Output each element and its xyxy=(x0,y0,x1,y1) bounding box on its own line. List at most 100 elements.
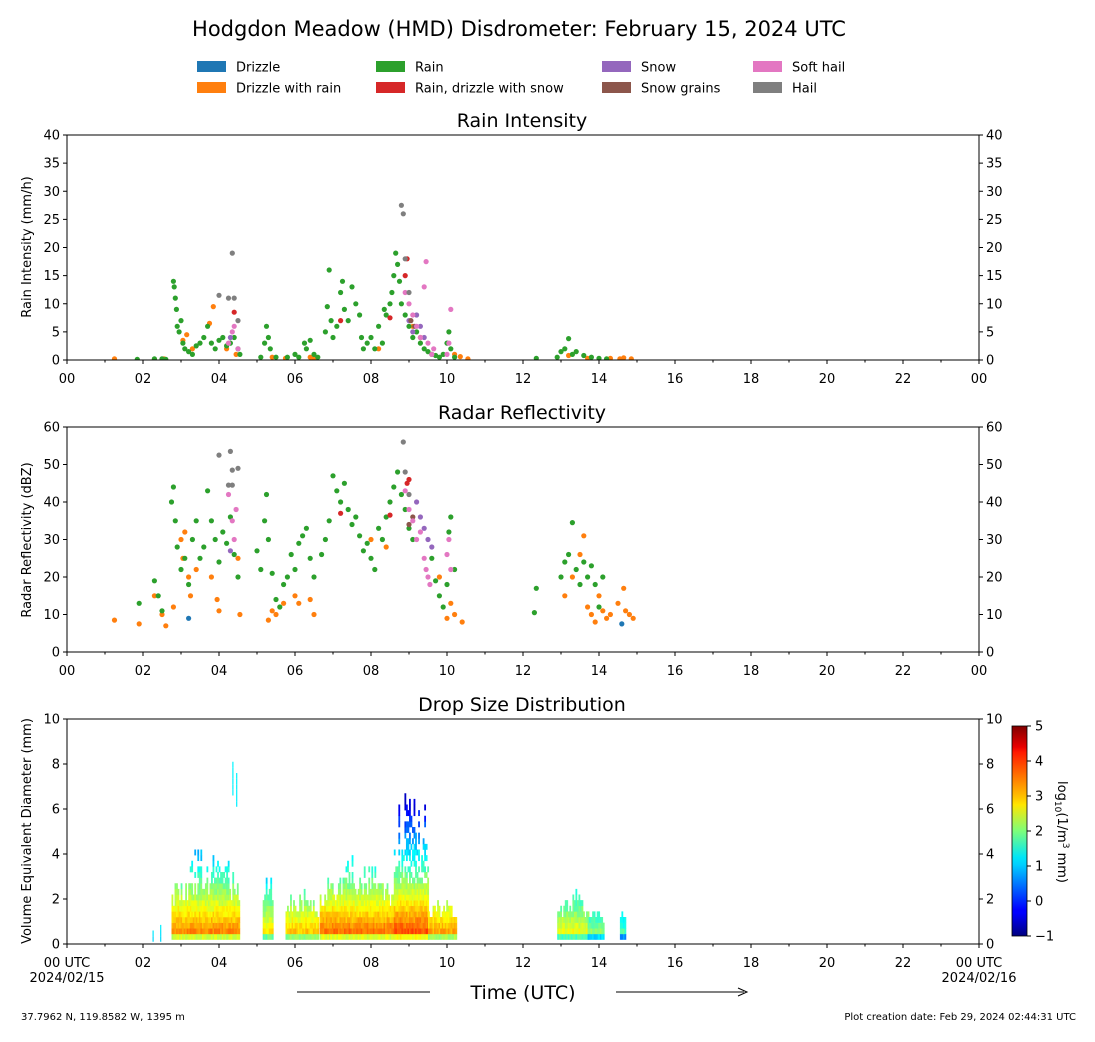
dsd-cell xyxy=(572,928,575,935)
dsd-cell xyxy=(270,911,273,918)
dsd-cell xyxy=(416,894,419,901)
dsd-cell xyxy=(570,917,573,923)
dsd-cell xyxy=(366,911,369,918)
dsd-cell xyxy=(204,888,207,895)
dsd-cell xyxy=(438,928,441,935)
dsd-cell xyxy=(350,933,352,940)
dsd-cell xyxy=(185,928,187,935)
x-tick-label: 02 xyxy=(135,664,152,679)
dsd-cell xyxy=(238,905,241,912)
dsd-cell xyxy=(296,911,298,918)
dsd-cell xyxy=(422,888,425,895)
dsd-cell xyxy=(171,911,174,918)
dsd-cell xyxy=(264,894,267,901)
dsd-cell xyxy=(393,917,396,923)
dsd-cell xyxy=(191,928,194,935)
dsd-cell xyxy=(344,888,346,895)
dsd-cell xyxy=(380,900,383,907)
dsd-cell xyxy=(598,911,601,918)
dsd-cell xyxy=(446,922,449,929)
dsd-cell xyxy=(560,917,563,923)
point-hail xyxy=(402,256,408,262)
dsd-cell xyxy=(396,888,399,895)
point-rain xyxy=(596,355,602,360)
dsd-cell xyxy=(415,888,417,895)
dsd-cell xyxy=(212,894,215,901)
dsd-cell xyxy=(333,917,336,923)
dsd-cell xyxy=(434,905,436,912)
dsd-cell xyxy=(197,911,200,918)
radar-reflectivity-ylabel: Radar Reflectivity (dBZ) xyxy=(20,462,35,617)
dsd-cell xyxy=(185,883,187,890)
dsd-cell xyxy=(227,883,230,890)
x-tick-label: 02 xyxy=(135,372,152,387)
dsd-cell xyxy=(223,905,225,912)
dsd-cell xyxy=(422,928,425,935)
point-rain xyxy=(368,555,374,561)
point-soft-hail xyxy=(402,289,408,296)
dsd-cell xyxy=(235,933,238,940)
y-tick-label-right: 25 xyxy=(986,213,1003,228)
dsd-cell xyxy=(232,789,234,796)
dsd-cell xyxy=(418,821,420,828)
dsd-cell xyxy=(413,855,416,862)
point-snow-grains xyxy=(408,318,414,324)
dsd-cell xyxy=(357,888,360,895)
dsd-cell xyxy=(233,888,236,895)
dsd-cell xyxy=(217,888,219,895)
dsd-cell xyxy=(342,928,345,935)
dsd-cell xyxy=(293,900,295,907)
dsd-cell xyxy=(396,917,399,923)
dsd-cell xyxy=(217,905,219,912)
dsd-cell xyxy=(264,917,267,923)
dsd-cell xyxy=(401,911,404,918)
dsd-cell xyxy=(428,933,430,940)
point-rain xyxy=(201,544,207,550)
dsd-cell xyxy=(215,933,218,940)
dsd-cell xyxy=(369,894,372,901)
dsd-cell xyxy=(176,911,178,918)
dsd-cell xyxy=(319,928,322,935)
dsd-cell xyxy=(581,905,584,912)
colorbar-tick-label: 3 xyxy=(1035,790,1043,805)
dsd-cell xyxy=(350,911,352,918)
dsd-cell xyxy=(573,922,576,929)
dsd-cell xyxy=(328,933,331,940)
dsd-cell xyxy=(434,922,436,929)
dsd-cell xyxy=(593,911,596,918)
point-rain xyxy=(577,581,583,588)
dsd-cell xyxy=(183,922,186,929)
dsd-cell xyxy=(319,905,322,912)
dsd-cell xyxy=(405,933,408,940)
dsd-cell xyxy=(421,928,423,935)
dsd-cell xyxy=(410,872,413,878)
dsd-cell xyxy=(345,905,348,912)
dsd-cell xyxy=(185,900,187,907)
dsd-cell xyxy=(227,928,230,935)
dsd-cell xyxy=(198,866,201,873)
dsd-cell xyxy=(421,866,423,873)
dsd-cell xyxy=(220,905,222,912)
dsd-cell xyxy=(415,832,417,839)
dsd-cell xyxy=(395,933,398,940)
dsd-cell xyxy=(383,917,386,923)
y-tick-label-right: 0 xyxy=(986,354,994,369)
point-rain xyxy=(345,318,351,324)
dsd-cell xyxy=(360,888,363,895)
dsd-cell xyxy=(188,917,191,923)
dsd-cell xyxy=(586,933,588,940)
dsd-cell xyxy=(348,905,351,912)
dsd-cell xyxy=(236,773,238,779)
point-rain xyxy=(315,354,321,360)
y-tick-label: 5 xyxy=(52,325,60,340)
dsd-cell xyxy=(339,911,342,918)
dsd-cell xyxy=(449,928,452,935)
dsd-cell xyxy=(212,888,215,895)
point-rain xyxy=(379,340,385,346)
dsd-cell xyxy=(296,933,298,940)
dsd-cell xyxy=(218,928,221,935)
dsd-cell xyxy=(236,789,238,796)
dsd-cell xyxy=(265,933,268,940)
dsd-cell xyxy=(334,928,337,935)
dsd-cell xyxy=(309,911,312,918)
